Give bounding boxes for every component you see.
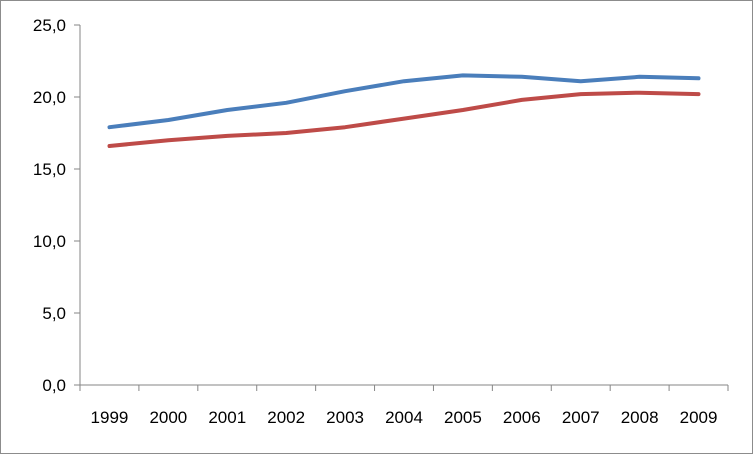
y-tick-label: 10,0 (33, 232, 66, 251)
y-tick-label: 25,0 (33, 16, 66, 35)
x-tick-label: 1999 (91, 408, 129, 427)
y-tick-label: 20,0 (33, 88, 66, 107)
x-tick-label: 2002 (267, 408, 305, 427)
y-tick-label: 5,0 (42, 304, 66, 323)
x-tick-label: 2009 (680, 408, 718, 427)
series-lines (107, 73, 701, 148)
x-tick-label: 2000 (149, 408, 187, 427)
series-line-1 (107, 73, 701, 130)
x-tick-label: 2007 (562, 408, 600, 427)
x-tick-label: 2006 (503, 408, 541, 427)
x-tick-label: 2001 (208, 408, 246, 427)
x-tick-label: 2003 (326, 408, 364, 427)
y-tick-label: 0,0 (42, 376, 66, 395)
y-tick-label: 15,0 (33, 160, 66, 179)
series-line-2 (107, 90, 701, 148)
x-tick-label: 2004 (385, 408, 423, 427)
x-tick-label: 2008 (621, 408, 659, 427)
y-axis: 0,0 5,0 10,0 15,0 20,0 25,0 (33, 16, 81, 395)
x-tick-label: 2005 (444, 408, 482, 427)
x-axis: 1999 2000 2001 2002 2003 2004 2005 2006 2007 2008… (79, 384, 729, 427)
